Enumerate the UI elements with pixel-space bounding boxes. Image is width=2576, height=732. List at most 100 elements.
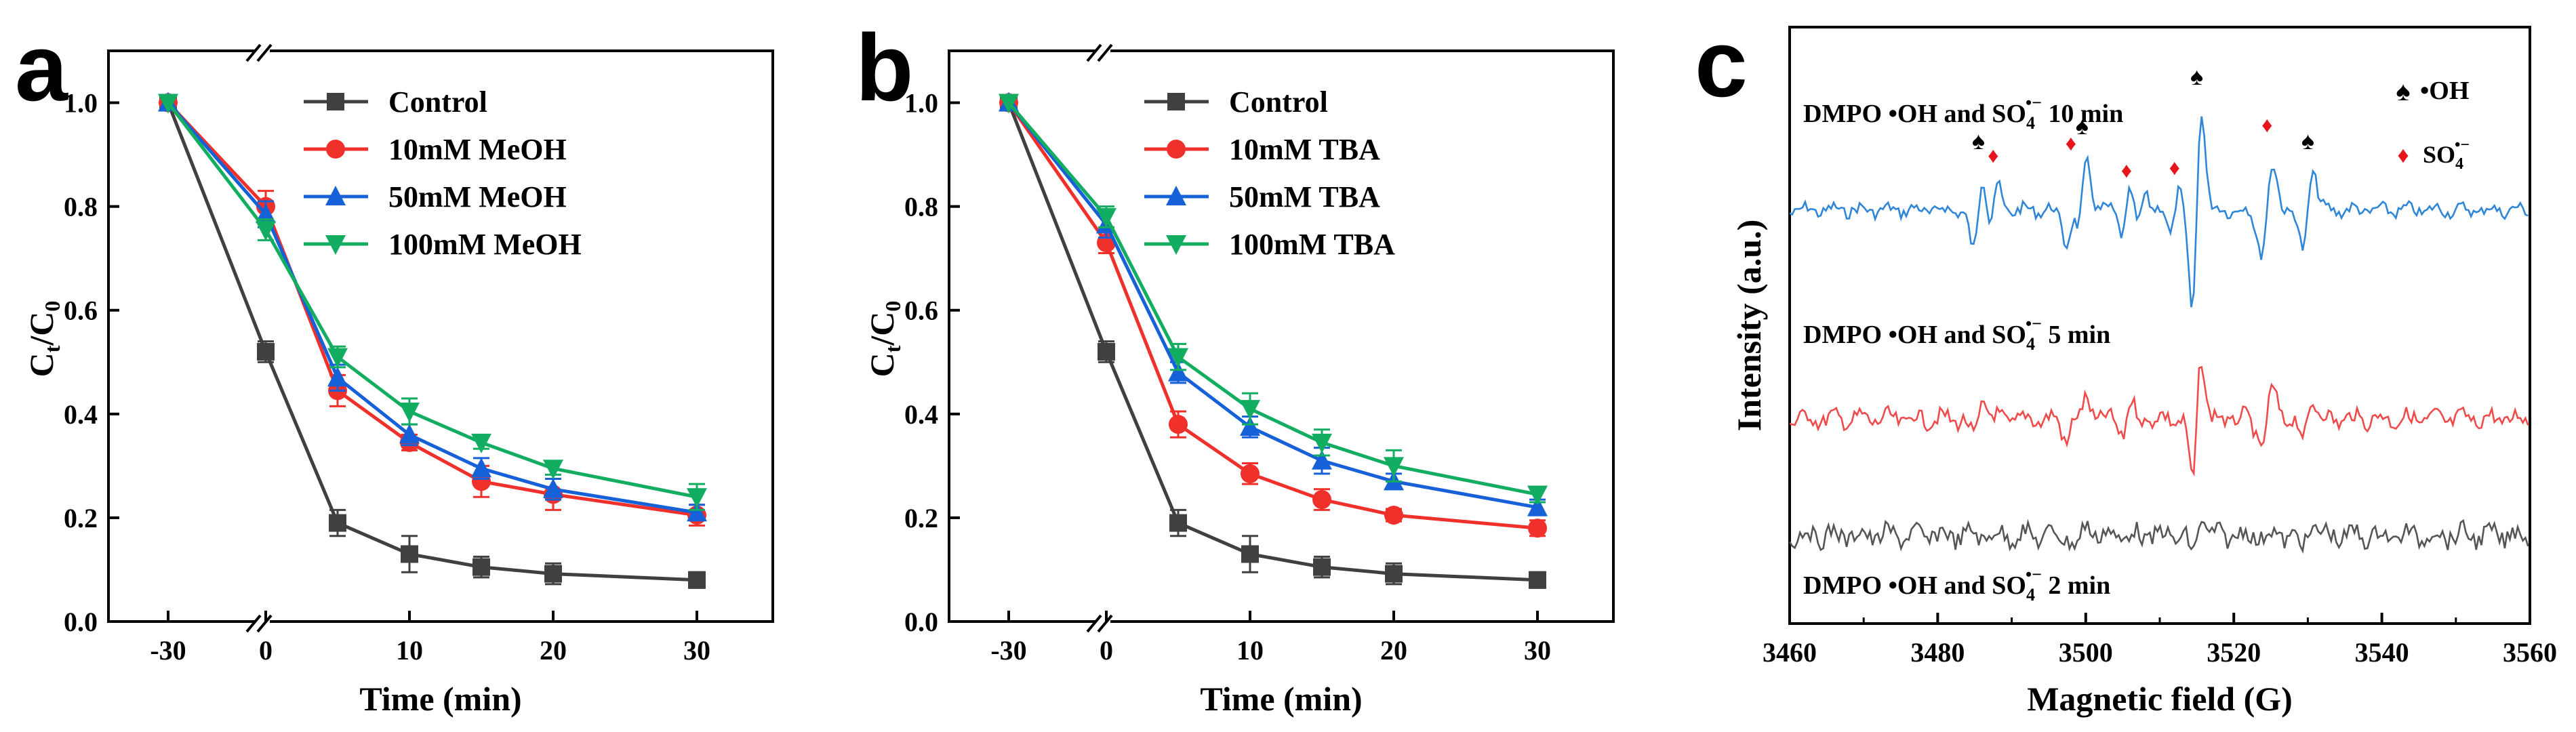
- ticks-b: 0.0 0.2 0.4 0.6 0.8 1.0 -30 0 10 20 30: [904, 88, 1551, 666]
- data-point: [1528, 518, 1547, 538]
- legend-entry: Control: [304, 85, 487, 119]
- legend-entry: 50mM MeOH: [304, 180, 567, 214]
- legend-entry: 10mM MeOH: [304, 133, 567, 166]
- oh-peak-marker: ♠: [2076, 112, 2089, 140]
- x-tick-label: 3560: [2503, 637, 2557, 668]
- x-tick-label: -30: [990, 635, 1026, 666]
- legend-label: 10mM MeOH: [388, 133, 567, 166]
- panel-c: c 3460 3480 3500 3520 3540 3560 ♠♠♠♠♦ ♦♦ ♦♦ DMP…: [1695, 10, 2557, 718]
- data-point: [256, 203, 276, 224]
- legend-spade-icon: ♠: [2396, 77, 2410, 106]
- spectrum-label-10min: DMPO •OH and SO4•− 10 min: [1803, 93, 2123, 133]
- spectrum-label-5min: DMPO •OH and SO4•− 5 min: [1803, 314, 2110, 354]
- data-point: [1385, 565, 1403, 583]
- legend-label: 10mM TBA: [1229, 133, 1380, 166]
- data-point: [327, 348, 348, 368]
- data-point: [1240, 415, 1260, 436]
- legend-label: Control: [1229, 85, 1328, 119]
- series-b: [999, 92, 1548, 589]
- legend-entry: 100mM TBA: [1144, 228, 1395, 261]
- data-point: [544, 565, 562, 583]
- series-line: [1007, 102, 1538, 582]
- data-point: [1312, 490, 1331, 510]
- y-tick-label: 0.4: [904, 399, 938, 430]
- ticks-c: 3460 3480 3500 3520 3540 3560: [1763, 613, 2557, 668]
- y-axis-label-c: Intensity (a.u.): [1730, 220, 1768, 432]
- legend-marker: [325, 235, 346, 255]
- x-tick-label: 3500: [2059, 637, 2113, 668]
- data-point: [1168, 361, 1188, 382]
- x-axis-label-c: Magnetic field (G): [2027, 680, 2293, 718]
- y-tick-label: 0.6: [64, 296, 98, 326]
- data-point: [1527, 485, 1548, 506]
- y-axis-label-b: Ct/C0: [863, 301, 905, 378]
- series-100mm-tba: [999, 94, 1548, 506]
- data-point: [158, 94, 178, 114]
- data-point: [1241, 545, 1259, 563]
- y-tick-label: 0.6: [904, 296, 938, 326]
- y-tick-label: 0.2: [904, 503, 938, 533]
- panel-b: b 0.0 0.2 0.4 0.6 0.8 1.0 -30 0 10 20 30 Time (min…: [856, 14, 1615, 718]
- data-point: [1313, 558, 1331, 576]
- oh-peak-marker: ♠: [2301, 127, 2314, 155]
- plot-frame-b: [948, 49, 1615, 623]
- series-line: [1007, 102, 1538, 530]
- legend-entry: 10mM TBA: [1144, 133, 1380, 166]
- legend-marker: [1167, 93, 1185, 110]
- x-tick-label: 10: [396, 635, 423, 666]
- data-point: [471, 433, 491, 453]
- panel-a: a 0.0 0.2 0.4 0.6 0.8 1.0 -30 0 10 20 30 Time (min…: [15, 14, 774, 718]
- legend-b: Control 10mM TBA 50mM TBA 100mM TBA: [1144, 85, 1395, 261]
- legend-marker: [325, 186, 346, 205]
- x-tick-label: 0: [1100, 635, 1113, 666]
- axis-break-top-b: [1086, 43, 1113, 62]
- legend-entry: 100mM MeOH: [304, 228, 582, 261]
- data-point: [329, 514, 346, 532]
- so4-peak-marker: ♦: [2121, 158, 2132, 182]
- legend-label: Control: [388, 85, 487, 119]
- legend-a: Control 10mM MeOH 50mM MeOH 100mM MeOH: [304, 85, 582, 261]
- data-point: [1384, 506, 1403, 525]
- panel-label-c: c: [1695, 10, 1748, 117]
- series-line: [166, 102, 698, 582]
- peak-markers-c: ♠♠♠♠♦ ♦♦ ♦♦: [1972, 62, 2314, 182]
- series-100mm-meoh: [158, 94, 707, 511]
- legend-marker: [1166, 186, 1186, 205]
- legend-entry: 50mM TBA: [1144, 180, 1380, 214]
- data-point: [688, 571, 706, 589]
- data-point: [543, 478, 563, 498]
- so4-peak-marker: ♦: [2169, 155, 2180, 180]
- data-point: [472, 558, 490, 576]
- legend-oh-label: •OH: [2420, 77, 2469, 105]
- x-tick-label: 3480: [1910, 637, 1965, 668]
- axis-break-top-a: [245, 43, 273, 62]
- data-point: [687, 502, 707, 522]
- x-tick-label: 10: [1236, 635, 1264, 666]
- x-tick-label: 30: [1524, 635, 1551, 666]
- data-point: [1312, 449, 1332, 470]
- x-tick-label: 20: [540, 635, 567, 666]
- x-tick-label: -30: [150, 635, 186, 666]
- axis-break-bottom-b: [1086, 614, 1113, 633]
- y-tick-label: 0.8: [904, 192, 938, 222]
- data-point: [1529, 571, 1546, 589]
- data-point: [1312, 433, 1332, 453]
- y-tick-label: 0.8: [64, 192, 98, 222]
- x-tick-label: 20: [1380, 635, 1407, 666]
- series-control: [159, 94, 706, 589]
- x-tick-label: 3520: [2207, 637, 2261, 668]
- panel-label-b: b: [856, 14, 914, 121]
- spectrum-2min: [1788, 518, 2529, 554]
- spectrum-label-2min: DMPO •OH and SO4•− 2 min: [1803, 565, 2110, 605]
- data-point: [399, 402, 420, 422]
- legend-marker: [326, 140, 345, 159]
- legend-marker: [1167, 140, 1186, 159]
- ticks-a: 0.0 0.2 0.4 0.6 0.8 1.0 -30 0 10 20 30: [64, 88, 710, 666]
- data-point: [401, 545, 418, 563]
- legend-label: 50mM MeOH: [388, 180, 567, 214]
- data-point: [1240, 400, 1260, 420]
- x-axis-label-a: Time (min): [359, 680, 521, 718]
- x-axis-label-b: Time (min): [1200, 680, 1362, 718]
- legend-marker: [327, 93, 344, 110]
